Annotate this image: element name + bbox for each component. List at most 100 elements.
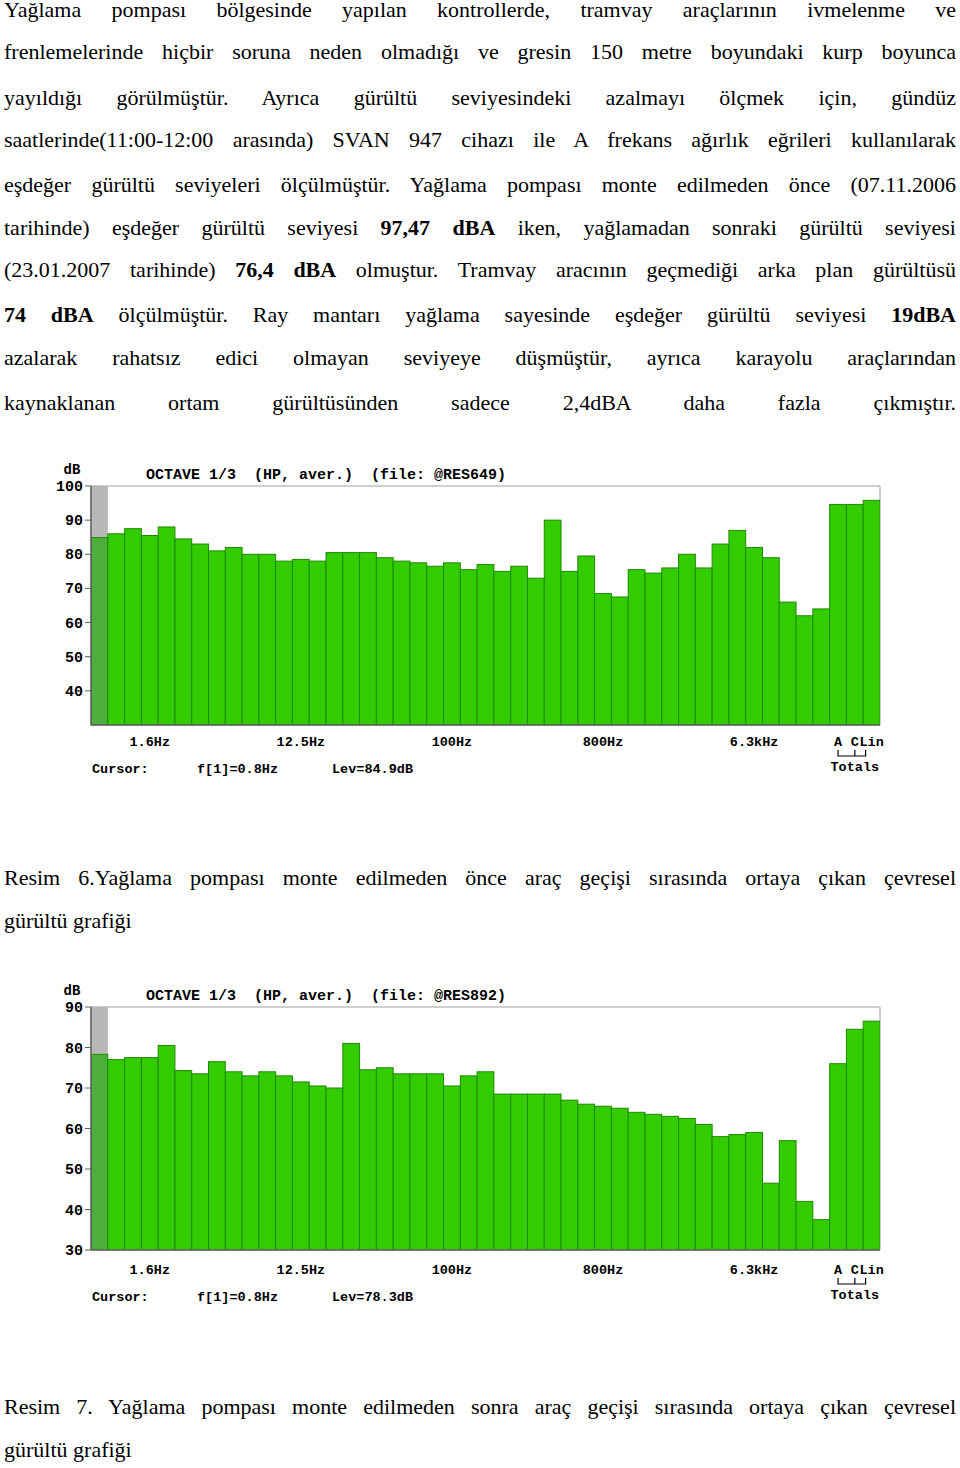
text-run: tarihinde) eşdeğer gürültü seviyesi — [4, 215, 381, 240]
x-tick-label: 12.5Hz — [277, 1263, 326, 1278]
bar — [813, 609, 830, 725]
y-tick — [85, 656, 91, 657]
bold-text: 76,4 dBA — [235, 257, 336, 282]
bar — [511, 1094, 528, 1250]
plot-frame — [91, 486, 880, 725]
x-tick-label: A — [834, 1263, 843, 1278]
bar — [309, 561, 326, 725]
x-tick-label: Lin — [859, 1263, 883, 1278]
paragraph-line: 74 dBA ölçülmüştür. Ray mantarı yağlama … — [4, 302, 956, 328]
bar — [410, 1074, 427, 1250]
bar — [628, 570, 645, 725]
y-tick-label: 60 — [65, 1122, 83, 1139]
bar — [158, 1045, 175, 1250]
bar — [796, 616, 813, 725]
y-tick — [85, 1128, 91, 1129]
bar — [645, 1114, 662, 1250]
y-axis-label: dB — [64, 462, 81, 478]
y-tick — [85, 622, 91, 623]
bar — [544, 1094, 561, 1250]
cursor-highlight — [91, 1007, 108, 1054]
y-axis — [90, 486, 92, 725]
x-tick-label: A — [834, 735, 843, 750]
text-run: Yağlama pompası bölgesinde yapılan kontr… — [4, 0, 956, 22]
y-tick — [85, 1250, 91, 1251]
bar — [628, 1112, 645, 1250]
bold-text: 97,47 dBA — [381, 215, 496, 240]
cursor-text: Lev=78.3dB — [332, 1290, 413, 1305]
bar — [225, 547, 242, 725]
bar — [729, 1135, 746, 1250]
y-tick-label: 90 — [65, 1000, 83, 1017]
bar — [846, 504, 863, 725]
bar — [695, 1124, 712, 1250]
bar — [292, 559, 309, 725]
bar — [712, 544, 729, 725]
paragraph-line: tarihinde) eşdeğer gürültü seviyesi 97,4… — [4, 215, 956, 241]
bar — [762, 1183, 779, 1250]
bar — [276, 561, 293, 725]
cursor-text: Cursor: — [92, 1290, 149, 1305]
bar — [393, 561, 410, 725]
bar — [460, 1076, 477, 1250]
chart-title: OCTAVE 1/3 (HP, aver.) (file: @RES649) — [146, 467, 506, 484]
paragraph-line: kaynaklanan ortam gürültüsünden sadece 2… — [4, 390, 956, 416]
y-tick — [85, 690, 91, 691]
text-run: olmuştur. Tramvay aracının geçmediği ark… — [336, 257, 956, 282]
x-tick-label: C — [851, 1263, 859, 1278]
cursor-text: f[1]=0.8Hz — [197, 1290, 278, 1305]
y-tick-label: 90 — [65, 513, 83, 530]
paragraph-line: (23.01.2007 tarihinde) 76,4 dBA olmuştur… — [4, 257, 956, 283]
bar — [746, 547, 763, 725]
bar — [125, 529, 142, 725]
x-tick-label: C — [851, 735, 859, 750]
text-run: ölçülmüştür. Ray mantarı yağlama sayesin… — [94, 302, 892, 327]
x-tick-label: 800Hz — [583, 1263, 624, 1278]
bar — [108, 534, 125, 725]
x-tick-label: Lin — [859, 735, 883, 750]
plot-frame — [91, 1007, 880, 1250]
bar — [662, 1116, 679, 1250]
text-run: kaynaklanan ortam gürültüsünden sadece 2… — [4, 390, 956, 415]
y-tick-label: 50 — [65, 1162, 83, 1179]
caption-line: gürültü grafiği — [4, 908, 956, 934]
bar — [209, 551, 226, 725]
text-run: saatlerinde(11:00-12:00 arasında) SVAN 9… — [4, 127, 956, 152]
x-tick-label: 12.5Hz — [277, 735, 326, 750]
text-run: (23.01.2007 tarihinde) — [4, 257, 235, 282]
bold-text: 19dBA — [891, 302, 956, 327]
bar — [192, 544, 209, 725]
bold-text: 74 dBA — [4, 302, 94, 327]
bar — [779, 602, 796, 725]
bar — [611, 1108, 628, 1250]
caption-line: gürültü grafiği — [4, 1437, 956, 1463]
bar — [813, 1220, 830, 1250]
y-tick-label: 30 — [65, 1243, 83, 1260]
bar — [326, 553, 343, 725]
bar — [192, 1074, 209, 1250]
totals-bracket — [838, 1278, 866, 1284]
totals-bracket — [838, 750, 866, 756]
x-tick-label: 1.6Hz — [129, 735, 170, 750]
paragraph-line: saatlerinde(11:00-12:00 arasında) SVAN 9… — [4, 127, 956, 153]
bar — [242, 554, 259, 725]
x-tick-label: 100Hz — [432, 735, 473, 750]
y-tick-label: 70 — [65, 1081, 83, 1098]
bar — [125, 1058, 142, 1250]
bar — [158, 527, 175, 725]
bar — [561, 571, 578, 725]
bar — [477, 565, 494, 725]
bar — [225, 1072, 242, 1250]
bar — [578, 1104, 595, 1250]
bar — [292, 1082, 309, 1250]
bar — [695, 568, 712, 725]
y-tick-label: 70 — [65, 581, 83, 598]
bar — [679, 1118, 696, 1250]
bar — [863, 1021, 880, 1250]
bar — [141, 536, 158, 725]
paragraph-line: azalarak rahatsız edici olmayan seviyeye… — [4, 345, 956, 371]
totals-label: Totals — [831, 1288, 880, 1303]
y-tick — [85, 554, 91, 555]
paragraph-line: Yağlama pompası bölgesinde yapılan kontr… — [4, 0, 956, 23]
bar — [762, 558, 779, 725]
